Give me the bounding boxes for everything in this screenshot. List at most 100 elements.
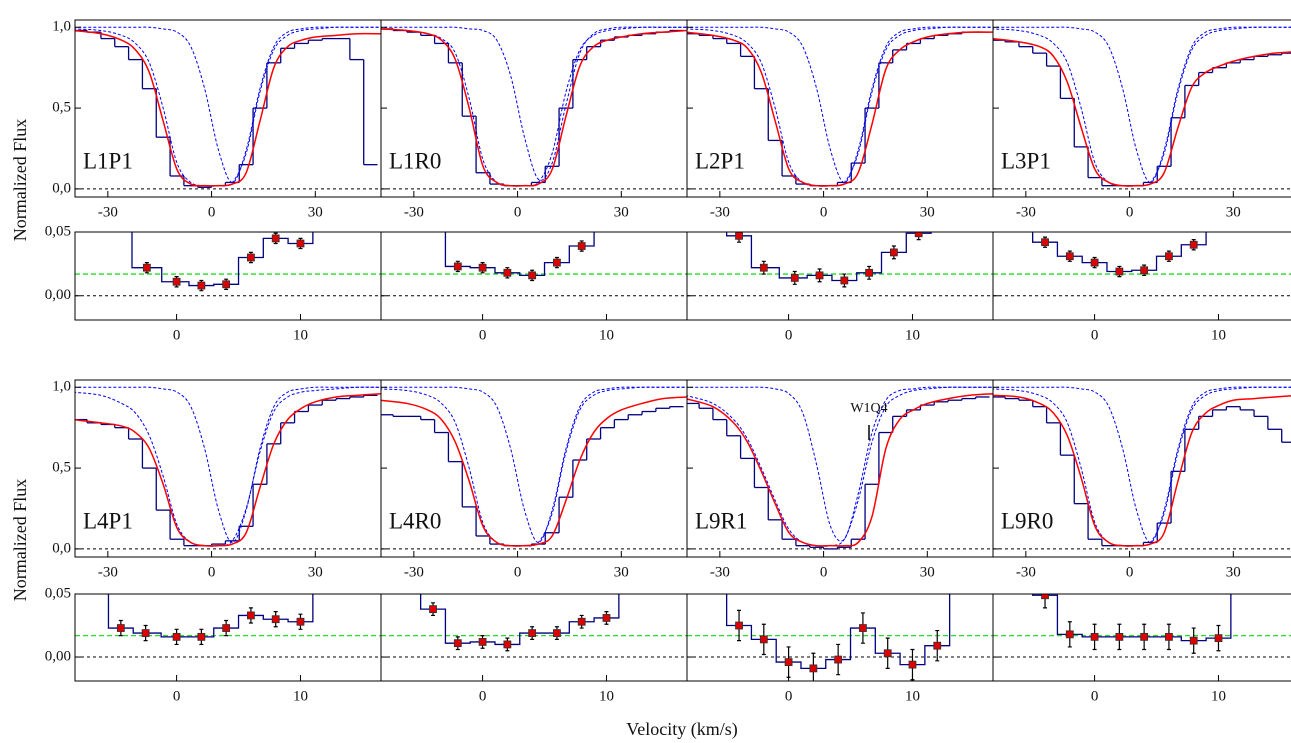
residual-point bbox=[933, 641, 942, 650]
residual-histogram bbox=[1031, 232, 1207, 273]
residual-point bbox=[429, 605, 437, 614]
residual-point bbox=[1189, 240, 1198, 249]
residual-point bbox=[296, 239, 305, 248]
panel: -30 0 30 0,0 0,5 1,0 L1P1 0 10 0,00 0,05 bbox=[45, 19, 382, 343]
y-tick-label: 0,00 bbox=[45, 287, 71, 303]
x-tick-label: 0 bbox=[1091, 327, 1099, 343]
upper-plot bbox=[381, 386, 687, 550]
model-curve bbox=[687, 392, 993, 547]
histogram-risers bbox=[392, 406, 671, 546]
panel-label: L1R0 bbox=[389, 148, 441, 173]
lower-plot bbox=[381, 232, 687, 297]
frame bbox=[992, 19, 1291, 198]
residual-point bbox=[602, 614, 611, 622]
x-tick-label: 30 bbox=[308, 204, 323, 220]
residual-point bbox=[1214, 634, 1223, 643]
residual-point bbox=[142, 263, 151, 272]
residual-point bbox=[172, 277, 181, 286]
annotation: W1Q4 bbox=[850, 401, 887, 416]
x-tick-label: -30 bbox=[98, 564, 118, 580]
histogram-risers bbox=[698, 396, 977, 549]
panel-label: L9R0 bbox=[1001, 508, 1053, 533]
x-tick-label: -30 bbox=[1016, 564, 1036, 580]
residual-point bbox=[784, 658, 793, 666]
model-curve bbox=[381, 28, 687, 187]
x-tick-label: 0 bbox=[208, 564, 216, 580]
x-tick-label: -30 bbox=[1016, 204, 1036, 220]
panel-label: L2P1 bbox=[695, 148, 745, 173]
model-curve bbox=[75, 392, 381, 547]
component-curve bbox=[687, 26, 993, 183]
residual-point bbox=[503, 640, 512, 649]
y-tick-label: 0,00 bbox=[45, 648, 71, 664]
x-tick-label: 0 bbox=[785, 327, 793, 343]
component-curve bbox=[381, 386, 687, 543]
x-tick-label: 30 bbox=[920, 204, 935, 220]
component-curve bbox=[993, 26, 1291, 183]
component-curve bbox=[381, 26, 687, 181]
residual-point bbox=[577, 242, 586, 250]
residual-point bbox=[222, 624, 231, 632]
x-tick-label: 0 bbox=[1126, 204, 1134, 220]
residual-point bbox=[222, 280, 231, 289]
frame bbox=[992, 231, 1291, 321]
model-curve bbox=[993, 394, 1291, 547]
residual-point bbox=[478, 263, 487, 272]
x-tick-label: -30 bbox=[98, 204, 118, 220]
residual-point bbox=[1165, 632, 1173, 641]
component-curve bbox=[993, 386, 1291, 543]
residual-point bbox=[1041, 594, 1049, 600]
model-curve bbox=[381, 396, 687, 547]
residual-point bbox=[759, 263, 768, 272]
x-tick-label: 0 bbox=[479, 688, 487, 704]
x-tick-label: 10 bbox=[599, 327, 614, 343]
x-tick-label: -30 bbox=[710, 204, 730, 220]
residual-point bbox=[116, 624, 125, 632]
residual-point bbox=[815, 271, 824, 280]
panel: -30 0 30 L4R0 0 10 bbox=[380, 379, 688, 704]
component-curve bbox=[75, 386, 381, 543]
panel-label: L9R1 bbox=[695, 508, 747, 533]
residual-point bbox=[478, 638, 487, 646]
residual-point bbox=[553, 258, 561, 267]
residual-histogram bbox=[1031, 594, 1232, 642]
y-axis-title: Normalized Flux bbox=[10, 479, 30, 601]
upper-plot bbox=[687, 386, 993, 550]
residual-point bbox=[1140, 266, 1149, 275]
model-curve bbox=[993, 38, 1291, 187]
panel: -30 0 30 L9R1 W1Q4 0 10 bbox=[686, 379, 994, 704]
x-tick-label: 10 bbox=[905, 688, 920, 704]
residual-point bbox=[889, 248, 898, 257]
histogram-risers bbox=[1004, 40, 1283, 186]
lower-plot bbox=[687, 594, 993, 681]
residual-point bbox=[247, 611, 255, 620]
y-tick-label: 0,0 bbox=[52, 540, 71, 556]
residual-point bbox=[735, 232, 743, 240]
residual-point bbox=[528, 271, 537, 280]
residual-histogram bbox=[419, 594, 620, 646]
panel: -30 0 30 L3P1 0 10 bbox=[992, 19, 1291, 343]
x-tick-label: 30 bbox=[614, 204, 629, 220]
x-tick-label: 10 bbox=[905, 327, 920, 343]
residual-point bbox=[1115, 632, 1124, 641]
residual-histogram bbox=[131, 232, 314, 287]
residual-point bbox=[271, 234, 280, 243]
lower-plot bbox=[993, 594, 1291, 658]
residual-point bbox=[197, 281, 206, 290]
x-tick-label: 30 bbox=[308, 564, 323, 580]
residual-point bbox=[809, 664, 818, 673]
frame bbox=[686, 593, 994, 682]
x-tick-label: 0 bbox=[1091, 688, 1099, 704]
component-curve bbox=[75, 26, 381, 183]
upper-plot bbox=[993, 386, 1291, 550]
frame bbox=[992, 379, 1291, 558]
component-curve bbox=[687, 386, 993, 542]
lower-plot bbox=[993, 232, 1291, 297]
x-tick-label: 0 bbox=[208, 204, 216, 220]
panel-label: L4R0 bbox=[389, 508, 441, 533]
residual-point bbox=[790, 274, 799, 282]
panel: -30 0 30 0,0 0,5 1,0 L4P1 0 10 0,00 0,05 bbox=[45, 379, 382, 704]
residual-point bbox=[1140, 632, 1149, 641]
x-tick-label: 0 bbox=[173, 327, 181, 343]
